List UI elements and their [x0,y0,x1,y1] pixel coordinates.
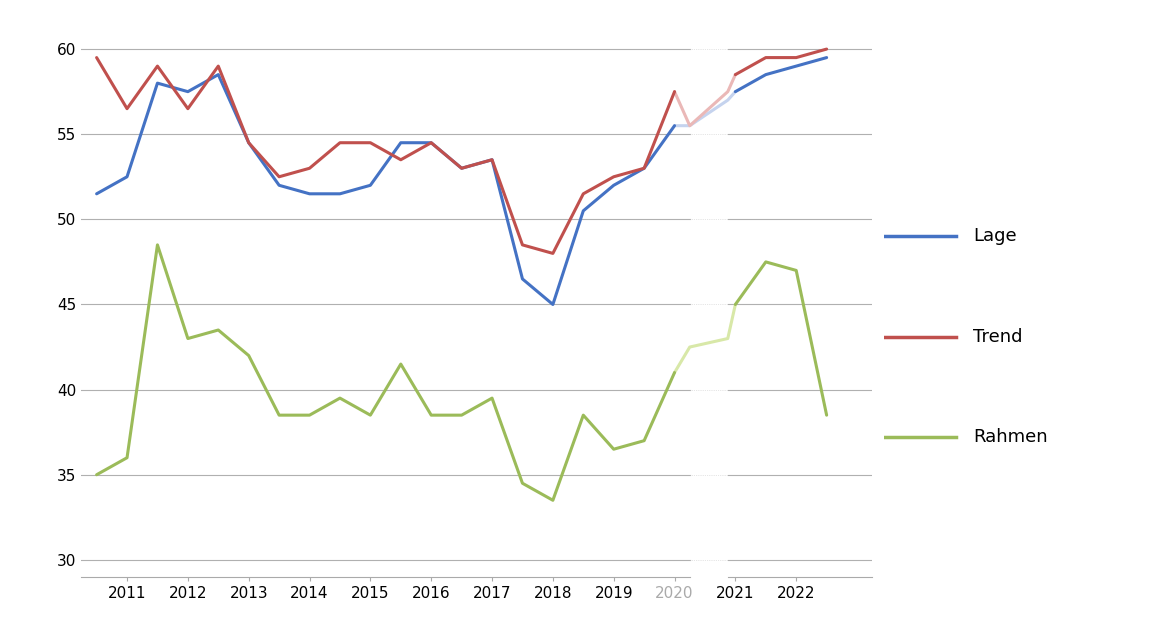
Text: Lage: Lage [973,226,1018,245]
Text: Rahmen: Rahmen [973,428,1048,447]
Text: Trend: Trend [973,328,1023,345]
